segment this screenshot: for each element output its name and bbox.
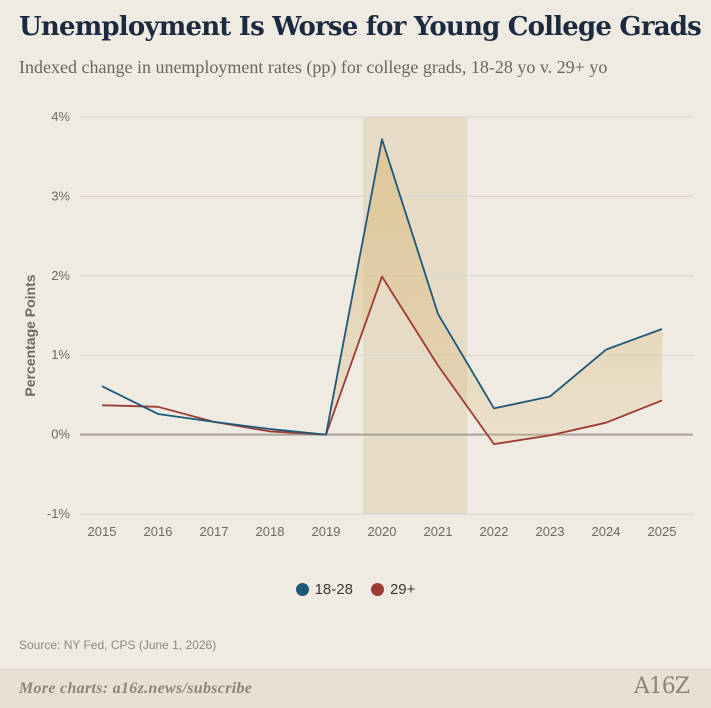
a16z-logo: A16Z: [633, 674, 690, 699]
legend-label-29-plus: 29+: [389, 581, 416, 598]
series-line-18-28: [101, 138, 663, 436]
x-tick-label: 2024: [592, 524, 621, 539]
x-tick-label: 2017: [200, 524, 229, 539]
y-axis-label: Percentage Points: [22, 274, 38, 396]
x-tick-label: 2021: [424, 524, 453, 539]
legend-label-18-28: 18-28: [314, 581, 353, 598]
x-tick-label: 2023: [536, 524, 565, 539]
y-tick-label: 3%: [51, 188, 70, 203]
legend-item-18-28: 18-28: [295, 581, 353, 598]
line-chart: -1% 0% 1% 2% 3% 4% 2015 2016 2017 2018 2019 2020 202…: [22, 109, 693, 539]
x-tick-label: 2016: [144, 524, 173, 539]
x-tick-label: 2019: [312, 524, 341, 539]
y-tick-label: 4%: [51, 109, 70, 124]
chart-title: Unemployment Is Worse for Young College …: [19, 12, 702, 42]
y-tick-label: 0%: [51, 427, 70, 442]
legend-swatch-18-28: [295, 583, 309, 596]
footer-bar: More charts: a16z.news/subscribe A16Z: [0, 669, 711, 708]
legend: 18-28 29+: [0, 581, 711, 598]
series-line-29-plus: [101, 275, 663, 446]
chart-subtitle: Indexed change in unemployment rates (pp…: [19, 57, 608, 77]
source-note: Source: NY Fed, CPS (June 1, 2026): [19, 638, 217, 652]
x-tick-label: 2025: [648, 524, 677, 539]
x-tick-label: 2020: [368, 524, 397, 539]
x-tick-label: 2018: [256, 524, 285, 539]
subscribe-link[interactable]: More charts: a16z.news/subscribe: [19, 680, 253, 697]
x-tick-label: 2022: [480, 524, 509, 539]
legend-item-29-plus: 29+: [370, 581, 416, 598]
x-tick-label: 2015: [88, 524, 117, 539]
y-tick-label: -1%: [47, 506, 71, 521]
y-tick-label: 2%: [51, 268, 70, 283]
y-tick-label: 1%: [51, 347, 70, 362]
legend-swatch-29-plus: [370, 583, 384, 596]
